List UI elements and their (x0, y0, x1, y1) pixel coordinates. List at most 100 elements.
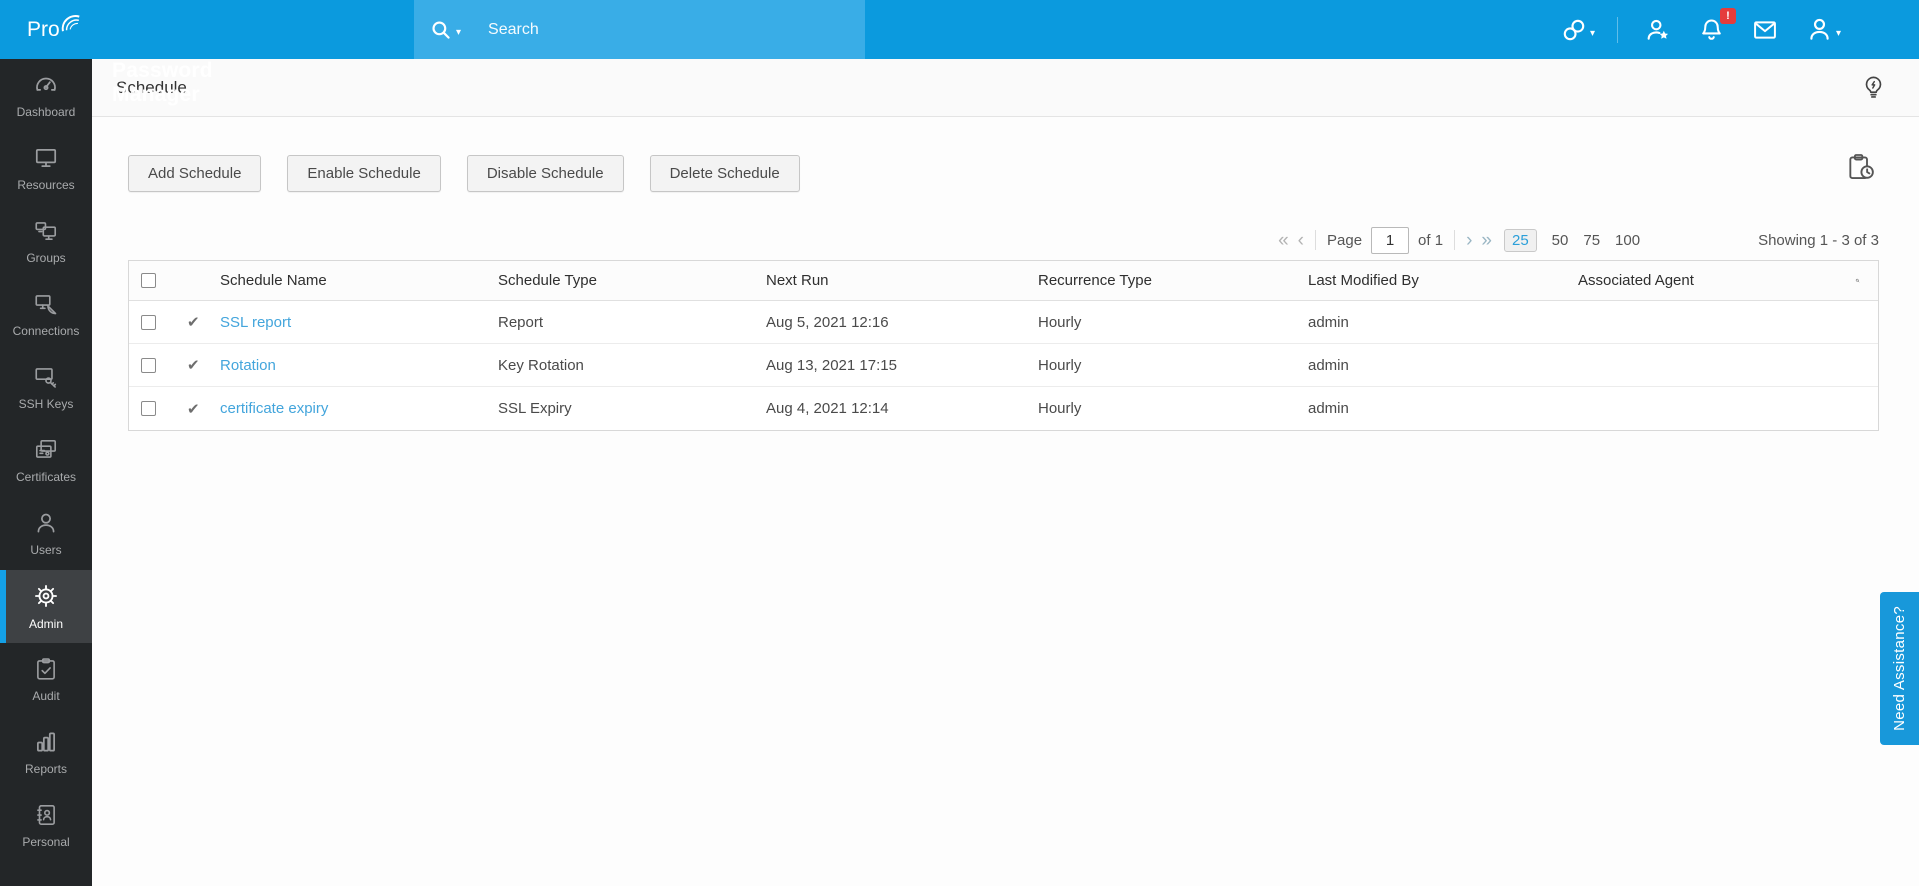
schedule-name-link[interactable]: Rotation (220, 356, 276, 374)
col-next-run[interactable]: Next Run (766, 272, 829, 289)
col-schedule-name[interactable]: Schedule Name (220, 272, 327, 289)
sidebar-item-ssh-keys[interactable]: SSH Keys (0, 351, 92, 424)
sidebar-item-dashboard[interactable]: Dashboard (0, 59, 92, 132)
schedule-type-cell: SSL Expiry (498, 400, 572, 417)
page-number-input[interactable] (1371, 226, 1410, 254)
sidebar-nav: Dashboard Resources Groups Connections S… (0, 59, 92, 886)
search-placeholder: Search (488, 20, 539, 38)
notifications-button[interactable]: ! (1698, 8, 1736, 43)
topbar-icon-group: ▾ ! ▾ (1534, 0, 1919, 59)
mail-icon (1754, 20, 1776, 39)
logo-text-pro: Pro (27, 17, 60, 41)
quick-link-button[interactable]: ▾ (1560, 16, 1595, 44)
select-all-checkbox[interactable] (141, 273, 156, 288)
tips-bulb-icon[interactable] (1860, 74, 1887, 101)
need-assistance-tab[interactable]: Need Assistance? (1880, 592, 1919, 745)
sidebar-item-label: Personal (22, 835, 70, 849)
schedule-name-link[interactable]: certificate expiry (220, 400, 329, 417)
pagination-bar: « ‹ Page of 1 › » 25 50 75 100 Showing 1… (128, 226, 1879, 254)
row-checkbox[interactable] (141, 357, 156, 373)
user-favorites-button[interactable] (1644, 16, 1672, 44)
table-row: ✔ SSL report Report Aug 5, 2021 12:16 Ho… (129, 301, 1878, 344)
col-schedule-type[interactable]: Schedule Type (498, 272, 597, 289)
account-icon (1810, 18, 1829, 40)
sidebar-item-label: Certificates (15, 470, 77, 484)
audit-icon (37, 658, 55, 680)
sidebar-item-label: Admin (28, 617, 63, 631)
account-caret-icon: ▾ (1835, 28, 1841, 39)
page-size-100[interactable]: 100 (1615, 231, 1641, 249)
sidebar-item-audit[interactable]: Audit (0, 643, 92, 716)
page-size-50[interactable]: 50 (1551, 231, 1569, 249)
schedule-name-link[interactable]: SSL report (220, 313, 292, 331)
link-icon (1563, 19, 1585, 40)
recurrence-cell: Hourly (1038, 313, 1082, 331)
col-associated-agent[interactable]: Associated Agent (1578, 272, 1694, 289)
sidebar-item-label: Reports (24, 762, 68, 776)
schedule-table-wrap: Schedule Name Schedule Type Next Run Rec… (128, 260, 1879, 431)
delete-schedule-button[interactable]: Delete Schedule (649, 155, 800, 192)
first-page-button[interactable]: « (1278, 229, 1289, 251)
disable-schedule-button[interactable]: Disable Schedule (466, 155, 624, 192)
next-page-button[interactable]: › (1466, 229, 1473, 251)
need-assistance-label: Need Assistance? (1891, 606, 1908, 731)
sidebar-item-certificates[interactable]: Certificates (0, 424, 92, 497)
sidebar-item-label: Audit (32, 689, 60, 703)
messages-button[interactable] (1751, 16, 1779, 44)
search-scope-caret-icon[interactable]: ▾ (456, 27, 462, 38)
sidebar-item-label: Resources (17, 178, 75, 192)
schedule-history-icon[interactable] (1845, 151, 1877, 183)
table-row: ✔ Rotation Key Rotation Aug 13, 2021 17:… (129, 344, 1878, 387)
resources-icon (35, 149, 57, 167)
sidebar-item-admin[interactable]: Admin (0, 570, 92, 643)
global-search[interactable]: ▾ Search (414, 0, 865, 59)
enable-schedule-button[interactable]: Enable Schedule (287, 155, 441, 192)
prev-page-button[interactable]: ‹ (1297, 229, 1304, 251)
table-header-row: Schedule Name Schedule Type Next Run Rec… (129, 261, 1878, 301)
schedule-toolbar: Add Schedule Enable Schedule Disable Sch… (128, 154, 1879, 192)
enabled-check-icon: ✔ (187, 314, 200, 331)
table-search-icon[interactable] (1855, 269, 1878, 292)
user-star-icon (1647, 19, 1669, 40)
showing-count-text: Showing 1 - 3 of 3 (1758, 231, 1879, 249)
sidebar-item-users[interactable]: Users (0, 497, 92, 570)
enabled-check-icon: ✔ (187, 400, 200, 418)
page-label: Page (1327, 231, 1363, 249)
add-schedule-button[interactable]: Add Schedule (128, 155, 262, 192)
main-area: Schedule Add Schedule Enable Schedule Di… (92, 59, 1919, 886)
bell-icon (1702, 19, 1721, 40)
col-recurrence-type[interactable]: Recurrence Type (1038, 272, 1152, 289)
sidebar-item-label: SSH Keys (18, 397, 74, 411)
next-run-cell: Aug 13, 2021 17:15 (766, 356, 897, 374)
dashboard-icon (36, 77, 56, 91)
schedule-type-cell: Report (498, 313, 544, 331)
recurrence-cell: Hourly (1038, 400, 1082, 417)
modified-by-cell: admin (1308, 356, 1349, 374)
modified-by-cell: admin (1308, 400, 1349, 417)
schedule-table: Schedule Name Schedule Type Next Run Rec… (128, 260, 1879, 431)
sidebar-item-label: Groups (26, 251, 66, 265)
topbar-divider (1616, 16, 1618, 43)
enabled-check-icon: ✔ (187, 357, 200, 374)
page-title: Schedule (116, 77, 187, 97)
sidebar-item-label: Connections (12, 324, 80, 338)
sidebar-item-personal[interactable]: Personal (0, 789, 92, 862)
last-page-button[interactable]: » (1481, 229, 1492, 251)
row-checkbox[interactable] (141, 401, 156, 416)
row-checkbox[interactable] (141, 314, 156, 330)
reports-icon (37, 732, 55, 752)
sidebar-item-connections[interactable]: Connections (0, 278, 92, 351)
modified-by-cell: admin (1308, 313, 1349, 331)
sidebar-item-label: Users (30, 543, 62, 557)
page-size-75[interactable]: 75 (1583, 231, 1601, 249)
page-size-25[interactable]: 25 (1503, 228, 1537, 252)
search-icon (432, 20, 450, 39)
schedule-type-cell: Key Rotation (498, 356, 584, 374)
next-run-cell: Aug 5, 2021 12:16 (766, 313, 889, 331)
account-menu-button[interactable]: ▾ (1805, 15, 1841, 44)
sidebar-item-groups[interactable]: Groups (0, 205, 92, 278)
sidebar-item-reports[interactable]: Reports (0, 716, 92, 789)
pagination-divider (1315, 230, 1316, 250)
col-last-modified-by[interactable]: Last Modified By (1308, 272, 1419, 289)
sidebar-item-resources[interactable]: Resources (0, 132, 92, 205)
